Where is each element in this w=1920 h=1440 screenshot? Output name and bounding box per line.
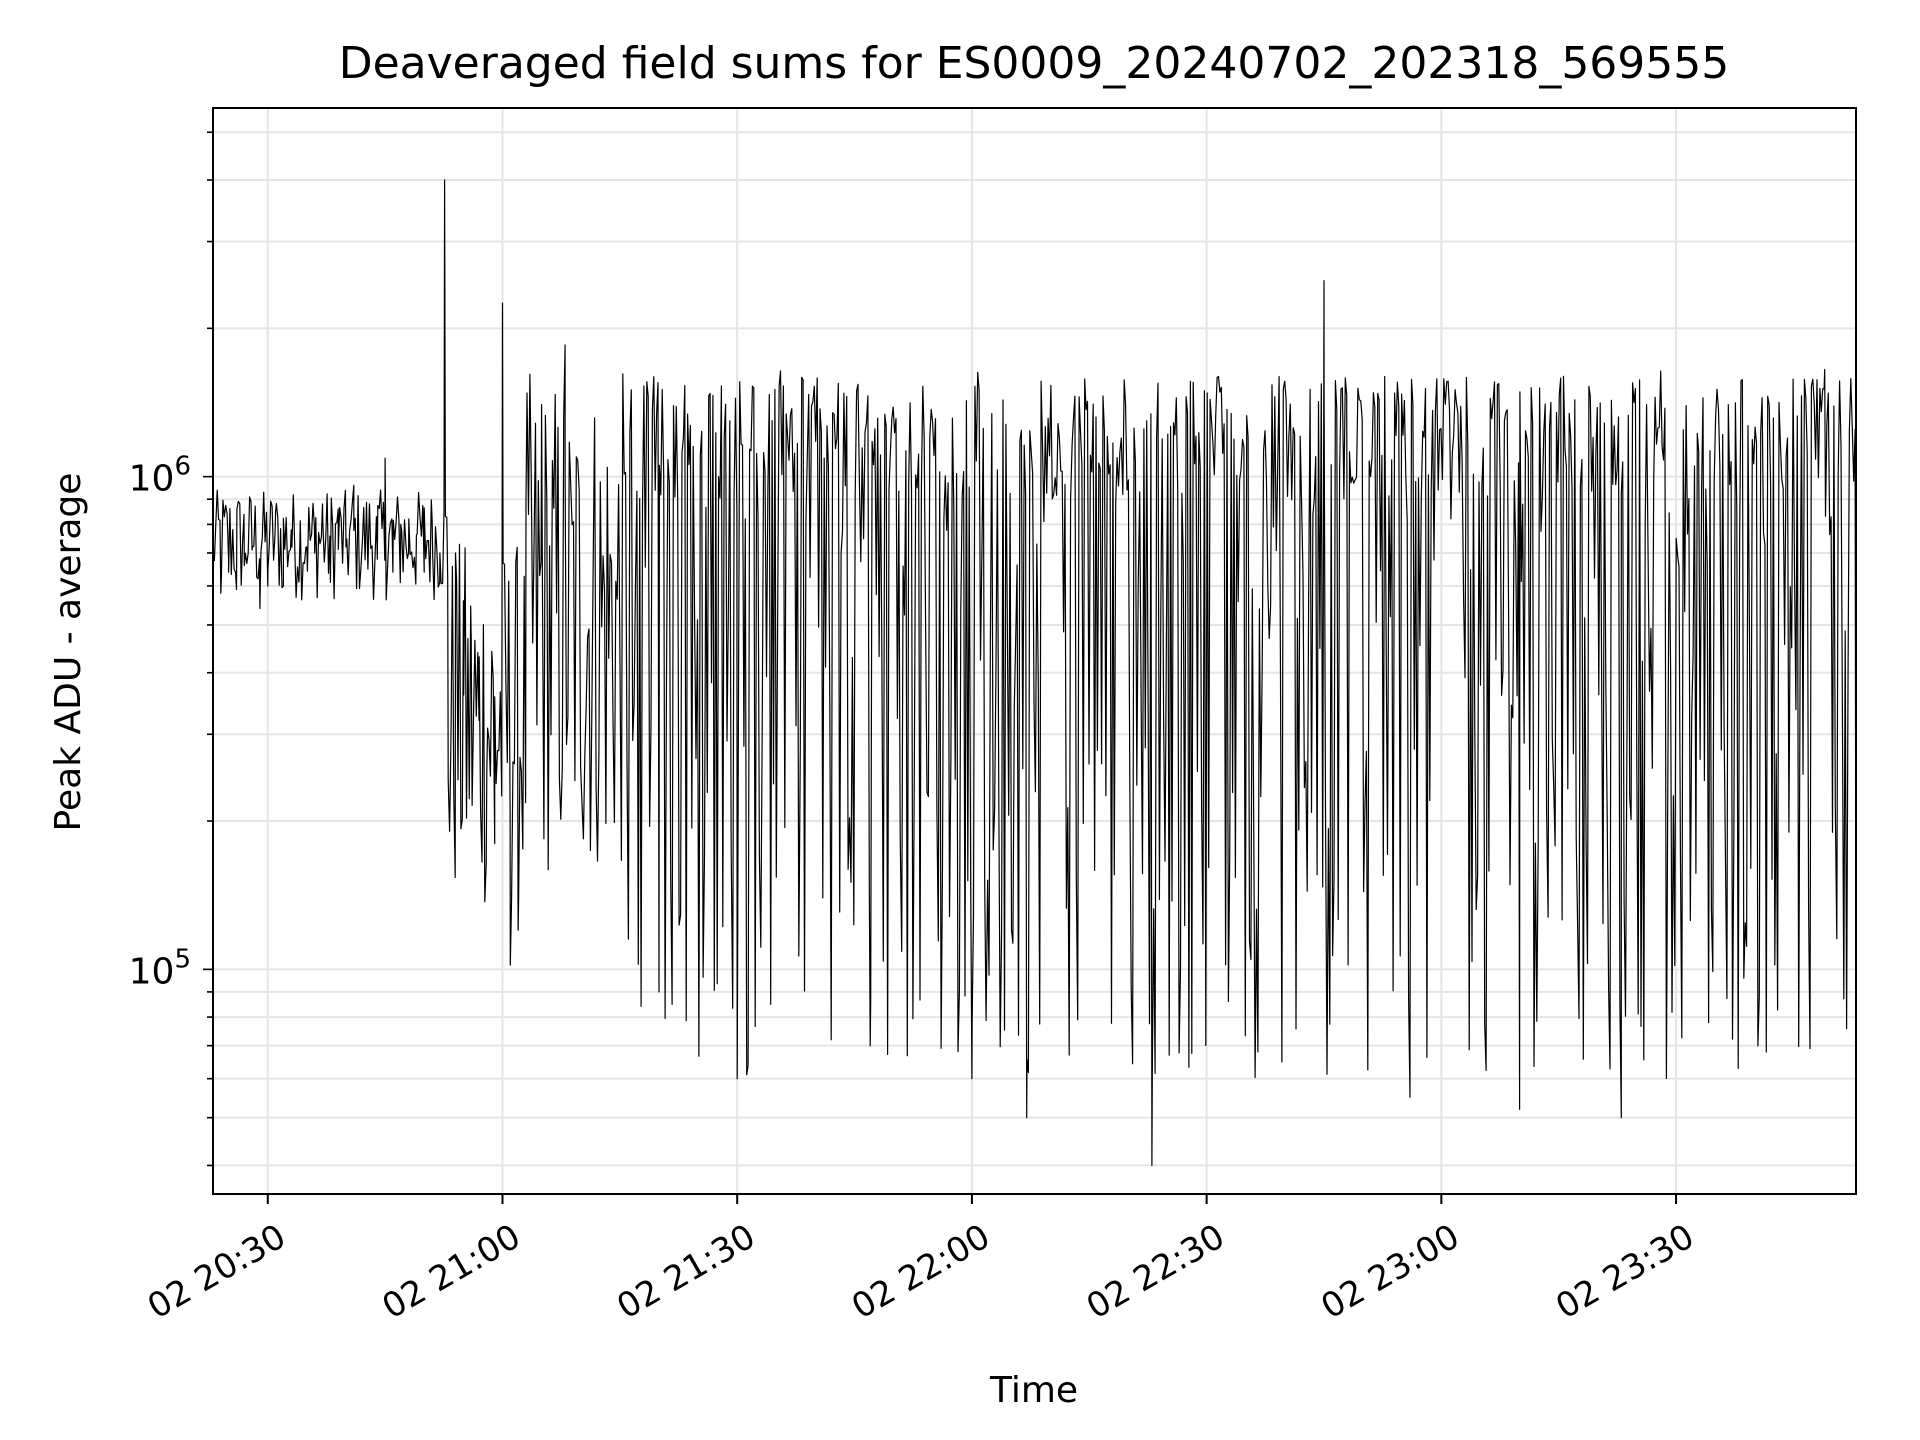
x-tick-labels: 02 20:30 02 21:00 02 21:30 02 22:00 02 22:30… <box>141 1217 1701 1328</box>
x-tick-label: 02 22:30 <box>1080 1217 1232 1328</box>
series-line <box>213 179 1856 1166</box>
chart-title: Deaveraged field sums for ES0009_2024070… <box>339 38 1730 89</box>
axis-ticks <box>203 131 1678 1204</box>
x-tick-label: 02 21:00 <box>376 1217 528 1328</box>
y-tick-label: 106 <box>129 452 191 500</box>
y-tick-labels: 105 106 <box>129 452 191 993</box>
x-axis-label: Time <box>989 1370 1078 1411</box>
data-series <box>213 179 1856 1166</box>
x-tick-label: 02 22:00 <box>845 1217 997 1328</box>
y-axis-label: Peak ADU - average <box>48 473 89 832</box>
x-tick-label: 02 23:00 <box>1315 1217 1467 1328</box>
x-tick-label: 02 23:30 <box>1549 1217 1701 1328</box>
plot-frame <box>212 107 1857 1195</box>
x-tick-label: 02 21:30 <box>610 1217 762 1328</box>
x-tick-label: 02 20:30 <box>141 1217 293 1328</box>
y-tick-label: 105 <box>129 944 191 992</box>
